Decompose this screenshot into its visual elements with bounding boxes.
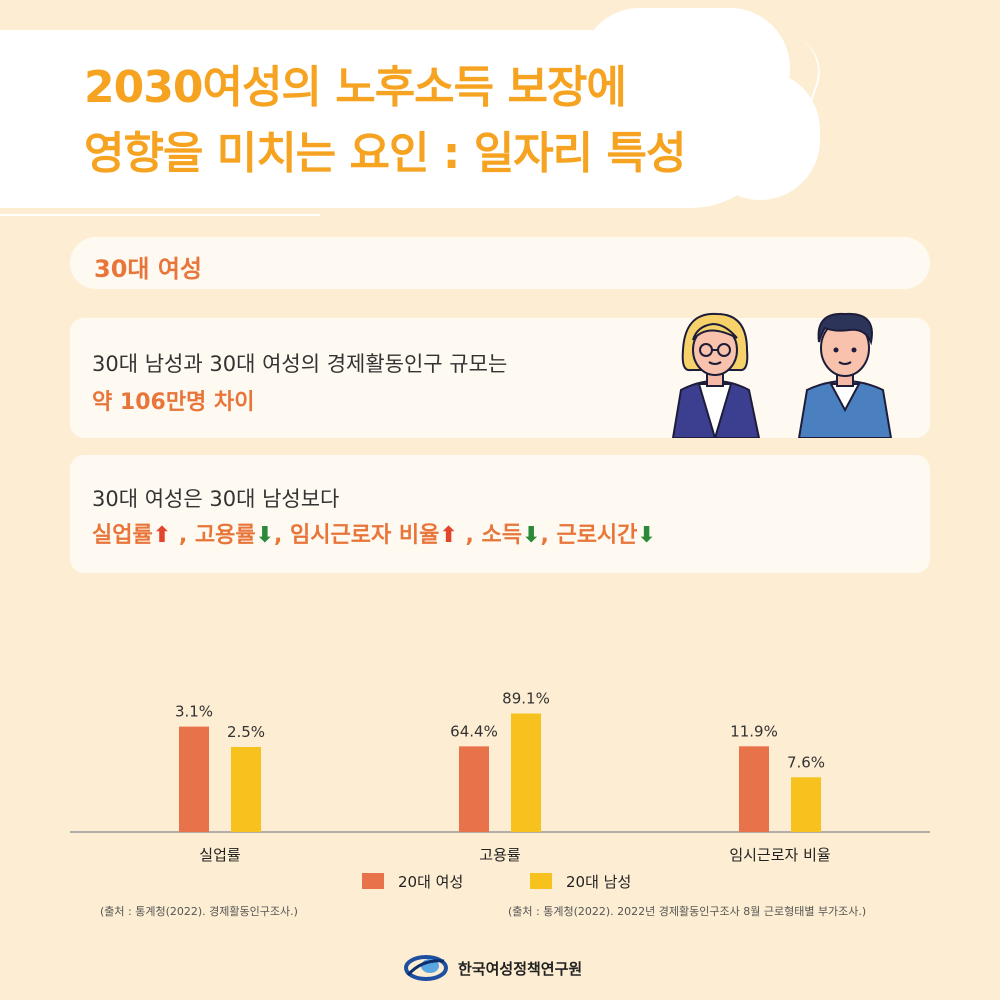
bar-value-label: 3.1% (175, 703, 213, 721)
arrow-down-icon: ⬇ (522, 523, 541, 548)
section-label: 30대 여성 (94, 255, 202, 283)
title-cloud-bump (700, 70, 820, 200)
legend-label: 20대 남성 (566, 873, 631, 891)
bar-value-label: 2.5% (227, 723, 265, 741)
title-line-1: 2030여성의 노후소득 보장에 (84, 62, 627, 113)
bar-chart: 3.1% 2.5% 실업률 64.4%89.1% 고용률 11.9% 7.6% 임시근로자 비… (70, 689, 930, 891)
bar (511, 713, 541, 832)
woman-illustration (671, 312, 761, 438)
title-underline (0, 214, 320, 216)
card1-highlight: 약 106만명 차이 (92, 390, 255, 415)
bar (231, 747, 261, 832)
bar (459, 746, 489, 832)
comparison-item-label: , 임시근로자 비율 (274, 523, 440, 548)
comparison-item-label: , 소득 (465, 523, 523, 548)
bar (739, 746, 769, 832)
bar (791, 777, 821, 832)
card1-text: 30대 남성과 30대 여성의 경제활동인구 규모는 (92, 352, 508, 376)
footer-logo: 한국여성정책연구원 (404, 955, 582, 981)
bar (179, 726, 209, 832)
man-illustration (797, 312, 893, 438)
bar-value-label: 11.9% (730, 722, 778, 740)
card2-text: 30대 여성은 30대 남성보다 (92, 487, 340, 511)
bar-value-label: 89.1% (502, 689, 550, 707)
kwdi-logo-icon (404, 955, 448, 981)
arrow-down-icon: ⬇ (255, 523, 275, 548)
bar-value-label: 7.6% (787, 753, 825, 771)
legend-label: 20대 여성 (398, 873, 463, 891)
legend-swatch (530, 873, 552, 889)
comparison-item-label: , 근로시간 (540, 523, 638, 548)
info-card-population: 30대 남성과 30대 여성의 경제활동인구 규모는 약 106만명 차이 (70, 312, 930, 438)
arrow-up-icon: ⬆ (439, 523, 458, 548)
section-label-pill: 30대 여성 (70, 237, 930, 289)
legend-swatch (362, 873, 384, 889)
x-tick-label: 실업률 (199, 846, 241, 864)
arrow-down-icon: ⬇ (637, 523, 656, 548)
comparison-item-label: 실업률 (92, 523, 153, 548)
title-line-2: 영향을 미치는 요인 : 일자리 특성 (84, 128, 686, 179)
source-note-left: (출처 : 통계청(2022). 경제활동인구조사.) (100, 905, 298, 918)
footer-org-name: 한국여성정책연구원 (458, 959, 583, 978)
arrow-up-icon: ⬆ (152, 523, 172, 548)
x-tick-label: 고용률 (479, 846, 521, 864)
source-note-right: (출처 : 통계청(2022). 2022년 경제활동인구조사 8월 근로형태별… (508, 905, 867, 918)
bar-value-label: 64.4% (450, 722, 498, 740)
page-title: 2030여성의 노후소득 보장에 영향을 미치는 요인 : 일자리 특성 (84, 55, 686, 187)
comparison-item-label: , 고용률 (178, 523, 256, 548)
comparison-list: 실업률⬆ , 고용률⬇, 임시근로자 비율⬆ , 소득⬇, 근로시간⬇ (92, 517, 656, 549)
x-tick-label: 임시근로자 비율 (729, 846, 830, 864)
info-card-comparison: 30대 여성은 30대 남성보다 실업률⬆ , 고용률⬇, 임시근로자 비율⬆ … (70, 455, 930, 573)
